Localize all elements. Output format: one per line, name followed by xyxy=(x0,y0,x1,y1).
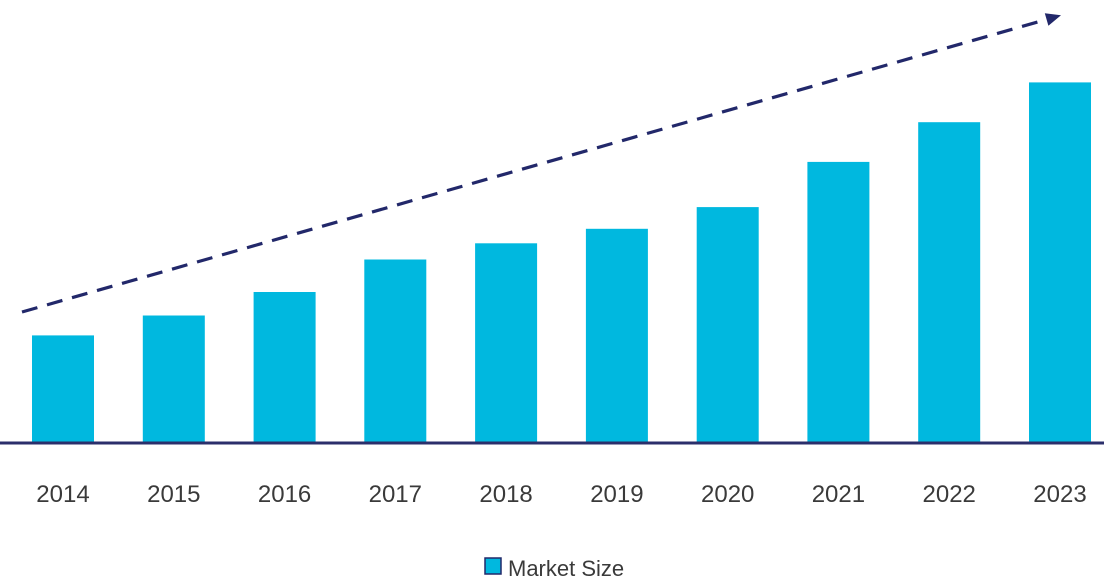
bar-2023 xyxy=(1029,82,1091,443)
x-tick-label-2018: 2018 xyxy=(479,481,532,508)
x-tick-label-2019: 2019 xyxy=(590,481,643,508)
bar-2020 xyxy=(696,207,759,442)
bar-2014 xyxy=(32,335,94,442)
bar-2019 xyxy=(585,228,648,442)
legend-swatch-market-size xyxy=(484,557,502,575)
trend-arrowhead xyxy=(1044,13,1061,26)
x-tick-labels: 2014 2015 2016 2017 2018 2019 2020 2021 2022 2023 xyxy=(36,481,1086,508)
trend-arrow-line xyxy=(21,17,1049,314)
x-tick-label-2020: 2020 xyxy=(701,481,754,508)
x-tick-label-2016: 2016 xyxy=(258,481,311,508)
bar-2017 xyxy=(364,259,427,442)
x-tick-label-2023: 2023 xyxy=(1033,481,1086,508)
bar-2018 xyxy=(475,243,538,443)
x-tick-label-2017: 2017 xyxy=(369,481,422,508)
bars-layer xyxy=(32,82,1091,443)
bar-2021 xyxy=(807,161,870,442)
trend-arrow xyxy=(21,13,1061,314)
x-tick-label-2015: 2015 xyxy=(147,481,200,508)
x-tick-label-2014: 2014 xyxy=(36,481,89,508)
bar-2016 xyxy=(253,292,316,442)
x-tick-label-2022: 2022 xyxy=(923,481,976,508)
legend-label-market-size: Market Size xyxy=(508,556,624,581)
bar-2022 xyxy=(918,122,981,442)
bar-2015 xyxy=(142,315,205,442)
x-tick-label-2021: 2021 xyxy=(812,481,865,508)
legend: Market Size xyxy=(484,556,624,581)
